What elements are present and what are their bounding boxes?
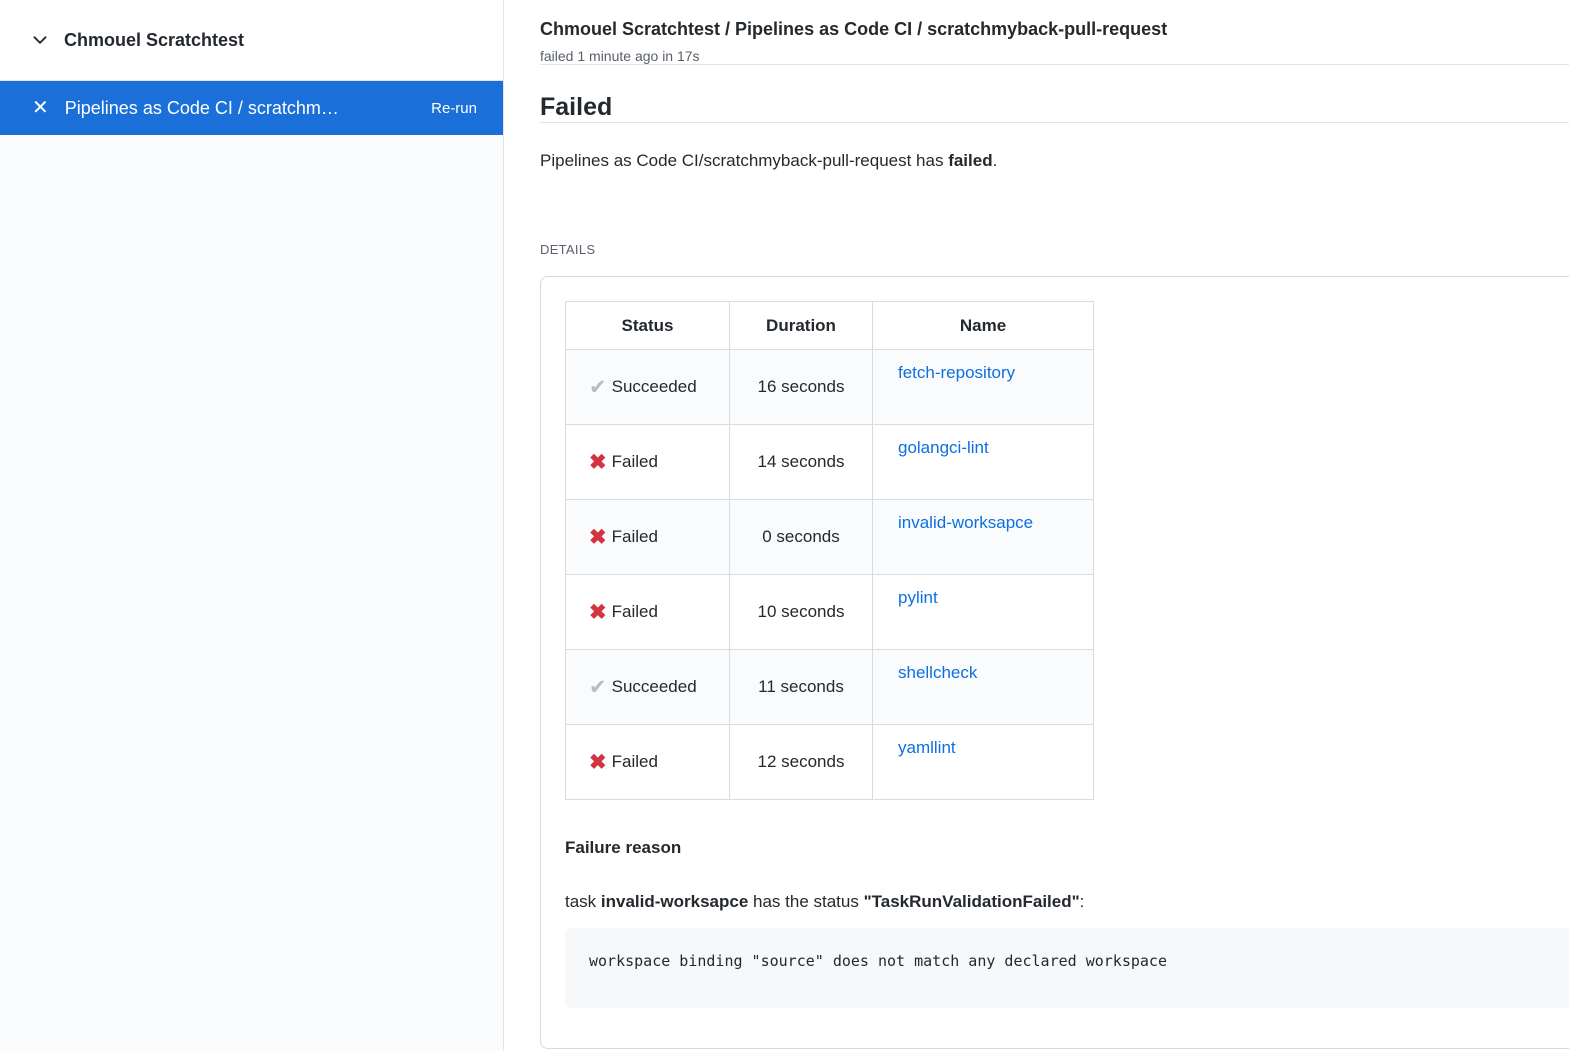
- task-name-cell: fetch-repository: [872, 349, 1094, 425]
- sidebar-item-check-run-selected[interactable]: ✕ Pipelines as Code CI / scratchm… Re-ru…: [0, 81, 503, 135]
- task-results-table: Status Duration Name ✔ Succeeded 16 second…: [565, 301, 1094, 800]
- run-status-summary: failed 1 minute ago in 17s: [540, 48, 700, 64]
- failure-text-part: :: [1079, 892, 1085, 911]
- task-status-text: Failed: [611, 601, 658, 621]
- task-status-cell: ✖ Failed: [565, 724, 730, 800]
- task-row-shellcheck: ✔ Succeeded 11 seconds shellcheck: [565, 649, 1094, 725]
- failure-reason-code-block: workspace binding "source" does not matc…: [565, 928, 1569, 1008]
- task-name-link[interactable]: fetch-repository: [898, 363, 1016, 382]
- run-header: Chmouel Scratchtest / Pipelines as Code …: [540, 17, 1569, 64]
- task-status-cell: ✖ Failed: [565, 499, 730, 575]
- task-name-cell: yamllint: [872, 724, 1094, 800]
- sidebar-suite-group[interactable]: Chmouel Scratchtest: [0, 0, 503, 81]
- column-header-duration: Duration: [729, 301, 873, 350]
- task-row-pylint: ✖ Failed 10 seconds pylint: [565, 574, 1094, 650]
- divider: [540, 122, 1569, 123]
- conclusion-heading: Failed: [540, 93, 613, 121]
- chevron-down-icon[interactable]: [30, 30, 50, 50]
- task-status-text: Failed: [611, 751, 658, 771]
- task-duration-cell: 10 seconds: [729, 574, 873, 650]
- suite-group-label: Chmouel Scratchtest: [64, 29, 245, 50]
- check-icon: ✔: [589, 675, 607, 699]
- task-name-cell: shellcheck: [872, 649, 1094, 725]
- failure-reason-heading: Failure reason: [565, 838, 682, 857]
- x-icon: ✖: [589, 450, 607, 474]
- task-name-link[interactable]: pylint: [898, 588, 938, 607]
- check-run-label: Pipelines as Code CI / scratchm…: [64, 97, 339, 118]
- task-duration-cell: 14 seconds: [729, 424, 873, 500]
- task-status-text: Failed: [611, 451, 658, 471]
- check-icon: ✔: [589, 375, 607, 399]
- x-icon: ✖: [589, 525, 607, 549]
- failure-task-name: invalid-worksapce: [600, 892, 749, 911]
- task-status-cell: ✖ Failed: [565, 424, 730, 500]
- task-results-body: ✔ Succeeded 16 seconds fetch-repository ✖ Fai…: [565, 349, 1094, 800]
- x-icon: ✕: [32, 97, 49, 119]
- conclusion-text-suffix: .: [992, 151, 998, 170]
- task-status-cell: ✖ Failed: [565, 574, 730, 650]
- task-status-text: Failed: [611, 526, 658, 546]
- failure-text-part: has the status: [748, 892, 864, 911]
- task-name-link[interactable]: yamllint: [898, 738, 956, 757]
- task-name-link[interactable]: invalid-worksapce: [898, 513, 1034, 532]
- task-name-link[interactable]: golangci-lint: [898, 438, 989, 457]
- failure-reason-text: task invalid-worksapce has the status "T…: [565, 891, 1569, 913]
- conclusion-text: Pipelines as Code CI/scratchmyback-pull-…: [540, 149, 1569, 173]
- failure-status-name: "TaskRunValidationFailed": [863, 892, 1080, 911]
- task-status-cell: ✔ Succeeded: [565, 349, 730, 425]
- task-row-fetch-repository: ✔ Succeeded 16 seconds fetch-repository: [565, 349, 1094, 425]
- check-run-detail: Chmouel Scratchtest / Pipelines as Code …: [504, 0, 1569, 1051]
- task-status-text: Succeeded: [611, 376, 697, 396]
- conclusion-text-prefix: Pipelines as Code CI/scratchmyback-pull-…: [540, 151, 949, 170]
- divider: [540, 64, 1569, 65]
- sidebar-empty-area: [0, 135, 503, 1051]
- task-row-golangci-lint: ✖ Failed 14 seconds golangci-lint: [565, 424, 1094, 500]
- details-box: Status Duration Name ✔ Succeeded 16 second…: [540, 276, 1569, 1049]
- x-icon: ✖: [589, 600, 607, 624]
- rerun-button[interactable]: Re-run: [431, 99, 477, 117]
- task-name-link[interactable]: shellcheck: [898, 663, 978, 682]
- column-header-name: Name: [872, 301, 1094, 350]
- task-name-cell: golangci-lint: [872, 424, 1094, 500]
- task-name-cell: pylint: [872, 574, 1094, 650]
- task-row-yamllint: ✖ Failed 12 seconds yamllint: [565, 724, 1094, 800]
- task-row-invalid-worksapce: ✖ Failed 0 seconds invalid-worksapce: [565, 499, 1094, 575]
- task-status-cell: ✔ Succeeded: [565, 649, 730, 725]
- task-duration-cell: 12 seconds: [729, 724, 873, 800]
- table-header-row: Status Duration Name: [565, 301, 1094, 350]
- conclusion-text-bold: failed: [948, 151, 993, 170]
- task-name-cell: invalid-worksapce: [872, 499, 1094, 575]
- breadcrumb: Chmouel Scratchtest / Pipelines as Code …: [540, 19, 1168, 39]
- task-duration-cell: 16 seconds: [729, 349, 873, 425]
- x-icon: ✖: [589, 750, 607, 774]
- task-status-text: Succeeded: [611, 676, 697, 696]
- details-label: DETAILS: [540, 242, 596, 257]
- column-header-status: Status: [565, 301, 730, 350]
- task-duration-cell: 0 seconds: [729, 499, 873, 575]
- checks-sidebar: Chmouel Scratchtest ✕ Pipelines as Code …: [0, 0, 504, 1051]
- failure-text-part: task: [565, 892, 601, 911]
- task-duration-cell: 11 seconds: [729, 649, 873, 725]
